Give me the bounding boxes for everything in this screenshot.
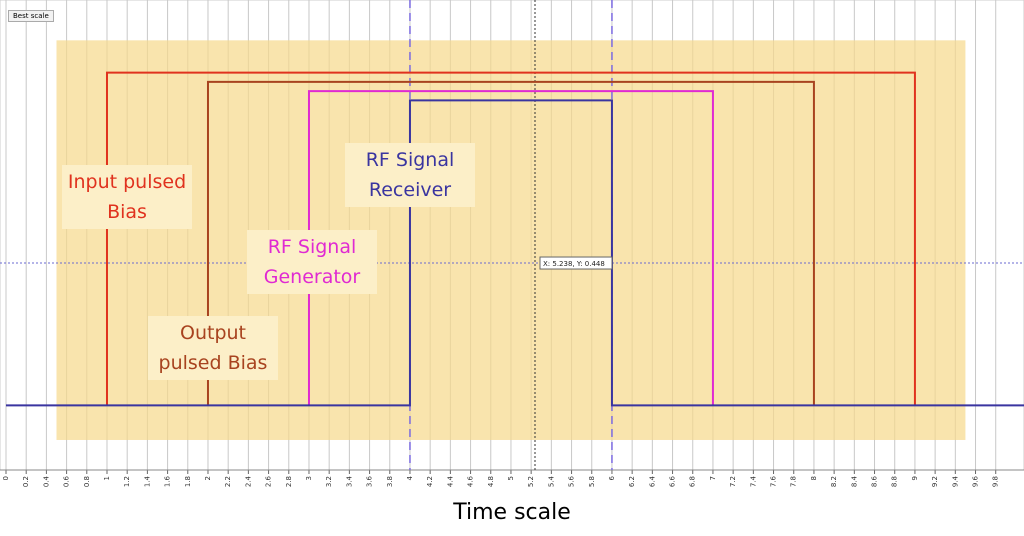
cursor-label: X: 5.238, Y: 0.448 — [543, 260, 605, 268]
x-tick-label: 9.8 — [992, 476, 1000, 487]
x-tick-label: 9.2 — [931, 476, 939, 487]
x-tick-label: 6 — [608, 475, 616, 480]
x-tick-label: 5.4 — [547, 475, 555, 487]
x-tick-label: 0.6 — [63, 475, 71, 487]
x-tick-label: 9.4 — [951, 475, 959, 487]
series-label: RF Signal Generator — [247, 230, 377, 294]
x-tick-label: 8 — [810, 476, 818, 480]
x-tick-label: 9 — [911, 476, 919, 480]
series-label: RF Signal Receiver — [345, 143, 475, 207]
x-tick-label: 0 — [2, 476, 10, 480]
x-tick-label: 4.4 — [446, 475, 454, 487]
x-tick-label: 5.8 — [588, 476, 596, 487]
series-line — [206, 80, 815, 406]
x-tick-label: 7 — [709, 476, 717, 480]
x-tick-label: 2.6 — [265, 475, 273, 487]
x-tick-label: 9.6 — [972, 475, 980, 487]
x-tick-label: 1.8 — [184, 476, 192, 487]
x-tick-label: 3.4 — [345, 475, 353, 487]
x-tick-label: 5.2 — [527, 476, 535, 487]
x-tick-label: 4.2 — [426, 476, 434, 487]
x-tick-label: 8.4 — [850, 475, 858, 487]
series-label: Input pulsed Bias — [62, 165, 192, 229]
x-tick-label: 4 — [406, 475, 414, 480]
cursor-label-box — [539, 256, 613, 270]
x-tick-label: 5.6 — [568, 475, 576, 487]
x-tick-label: 6.2 — [628, 476, 636, 487]
x-tick-label: 4.6 — [467, 475, 475, 487]
series-label: Output pulsed Bias — [148, 316, 278, 380]
series-line — [105, 71, 916, 406]
x-tick-label: 6.4 — [648, 475, 656, 487]
x-tick-label: 1.6 — [164, 475, 172, 487]
x-tick-label: 1.4 — [143, 475, 151, 487]
x-tick-label: 2.4 — [244, 475, 252, 487]
x-tick-label: 1 — [103, 476, 111, 480]
x-axis-label: Time scale — [453, 500, 571, 525]
x-tick-label: 8.6 — [871, 475, 879, 487]
x-tick-label: 7.8 — [790, 476, 798, 487]
series-line — [6, 99, 1024, 407]
x-tick-label: 2.8 — [285, 476, 293, 487]
x-tick-label: 0.8 — [83, 476, 91, 487]
x-tick-label: 3.8 — [386, 476, 394, 487]
x-tick-label: 2 — [204, 476, 212, 480]
x-tick-label: 5 — [507, 476, 515, 480]
x-tick-label: 0.2 — [22, 476, 30, 487]
x-tick-label: 8.8 — [891, 476, 899, 487]
x-tick-label: 6.6 — [669, 475, 677, 487]
x-tick-label: 7.2 — [729, 476, 737, 487]
x-tick-label: 4.8 — [487, 476, 495, 487]
best-scale-button[interactable]: Best scale — [8, 10, 54, 22]
x-tick-label: 7.4 — [749, 475, 757, 487]
x-tick-label: 1.2 — [123, 476, 131, 487]
x-tick-label: 3.6 — [366, 475, 374, 487]
x-tick-label: 6.8 — [689, 476, 697, 487]
x-tick-label: 0.4 — [42, 475, 50, 487]
x-tick-label: 2.2 — [224, 476, 232, 487]
x-tick-label: 3.2 — [325, 476, 333, 487]
x-tick-label: 8.2 — [830, 476, 838, 487]
x-tick-label: 3 — [305, 476, 313, 480]
x-tick-label: 7.6 — [770, 475, 778, 487]
